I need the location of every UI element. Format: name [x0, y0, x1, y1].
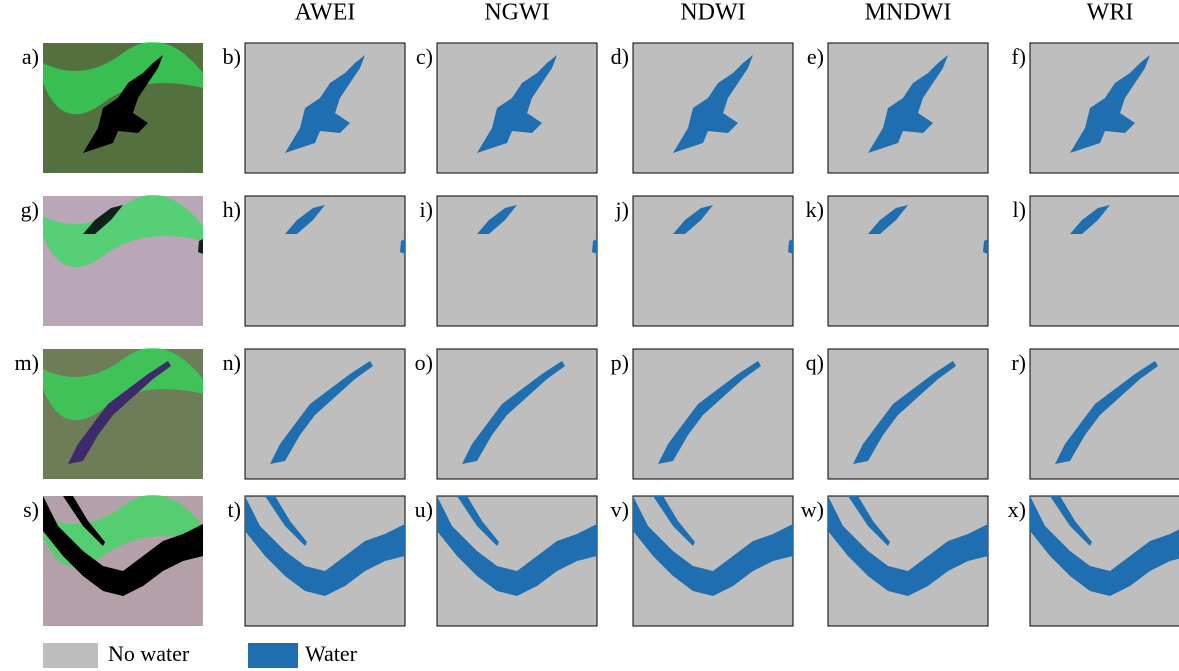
panel-label: i) — [420, 197, 433, 222]
water-map — [245, 43, 405, 173]
panel-label: w) — [801, 497, 824, 522]
column-header: WRI — [1087, 0, 1134, 26]
panel-label: e) — [807, 44, 824, 69]
no-water-area — [633, 196, 793, 326]
panel-label: o) — [415, 350, 433, 375]
column-header: NGWI — [484, 0, 549, 26]
panel-label: m) — [15, 350, 39, 375]
water-map — [245, 196, 405, 326]
panel-label: h) — [223, 197, 241, 222]
satellite-image — [43, 195, 203, 326]
panel-label: k) — [806, 197, 824, 222]
legend-swatch-water — [248, 643, 298, 668]
water-map — [1030, 43, 1179, 173]
panel-label: j) — [615, 197, 629, 222]
water-map — [1030, 496, 1179, 626]
legend-label: Water — [305, 641, 358, 666]
column-header: MNDWI — [865, 0, 952, 26]
water-map — [437, 496, 597, 626]
panel-label: x) — [1008, 497, 1026, 522]
water-map — [828, 43, 988, 173]
legend-label: No water — [108, 641, 190, 666]
no-water-area — [828, 349, 988, 479]
panel-label: s) — [23, 497, 39, 522]
water-map — [245, 349, 405, 479]
panel-label: d) — [611, 44, 629, 69]
panel-label: n) — [223, 350, 241, 375]
legend-swatch-no-water — [43, 643, 98, 668]
panel-label: c) — [416, 44, 433, 69]
satellite-image — [43, 42, 203, 173]
water-map — [633, 496, 793, 626]
column-header: NDWI — [680, 0, 745, 26]
figure: No water Water AWEI NGWI NDWI MNDWI WRI a) b) c… — [0, 0, 1179, 671]
no-water-area — [828, 196, 988, 326]
panel-label: q) — [806, 350, 824, 375]
panel-label: b) — [223, 44, 241, 69]
water-map — [437, 349, 597, 479]
satellite-image — [43, 348, 203, 479]
no-water-area — [437, 349, 597, 479]
water-map — [633, 349, 793, 479]
panel-label: g) — [21, 197, 39, 222]
water-map — [1030, 349, 1179, 479]
water-map — [633, 43, 793, 173]
panel-label: a) — [22, 44, 39, 69]
water-map — [828, 196, 988, 326]
water-map — [245, 496, 405, 626]
water-map — [1030, 196, 1179, 326]
column-header: AWEI — [295, 0, 356, 26]
panel-label: p) — [611, 350, 629, 375]
no-water-area — [1030, 196, 1179, 326]
water-map — [828, 496, 988, 626]
panel-label: v) — [611, 497, 629, 522]
panel-label: f) — [1011, 44, 1026, 69]
water-map — [437, 43, 597, 173]
water-map — [828, 349, 988, 479]
panel-label: r) — [1011, 350, 1026, 375]
water-map — [633, 196, 793, 326]
satellite-image — [43, 495, 203, 626]
panel-label: l) — [1013, 197, 1026, 222]
water-map — [437, 196, 597, 326]
no-water-area — [633, 349, 793, 479]
panel-label: u) — [415, 497, 433, 522]
no-water-area — [245, 196, 405, 326]
no-water-area — [437, 196, 597, 326]
no-water-area — [1030, 349, 1179, 479]
no-water-area — [245, 349, 405, 479]
panel-label: t) — [228, 497, 241, 522]
